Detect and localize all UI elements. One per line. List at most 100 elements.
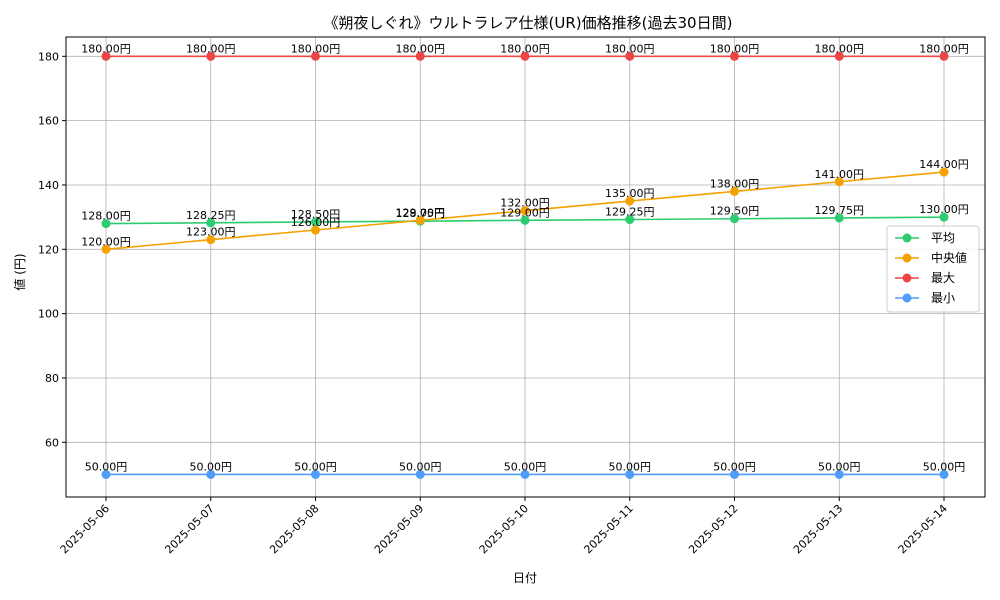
data-label: 129.75円 — [815, 204, 865, 217]
data-label: 129.00円 — [396, 206, 446, 219]
x-tick-label: 2025-05-11 — [581, 502, 635, 556]
x-tick-label: 2025-05-06 — [58, 502, 112, 556]
data-label: 144.00円 — [919, 158, 969, 171]
y-tick-label: 140 — [38, 179, 59, 192]
x-tick-label: 2025-05-09 — [372, 502, 426, 556]
data-label: 128.25円 — [186, 209, 236, 222]
data-label: 130.00円 — [919, 203, 969, 216]
data-point — [311, 469, 320, 479]
x-axis: 2025-05-06 2025-05-07 2025-05-08 2025-05-09… — [58, 497, 950, 556]
x-tick-label: 2025-05-12 — [686, 502, 740, 556]
data-label: 50.00円 — [713, 460, 756, 473]
data-label: 180.00円 — [605, 42, 655, 55]
y-tick-label: 180 — [38, 50, 59, 63]
data-label: 180.00円 — [81, 42, 131, 55]
data-point — [939, 469, 949, 479]
x-tick-label: 2025-05-07 — [162, 502, 216, 556]
data-label: 120.00円 — [81, 235, 131, 248]
data-point — [415, 51, 425, 61]
data-label: 135.00円 — [605, 187, 655, 200]
x-tick-label: 2025-05-08 — [267, 502, 321, 556]
data-point — [834, 51, 844, 61]
grid — [66, 37, 985, 497]
y-axis-label: 値 (円) — [12, 253, 27, 290]
data-point — [520, 51, 530, 61]
data-point — [730, 51, 739, 61]
legend-marker — [902, 273, 912, 283]
data-point — [311, 225, 320, 235]
legend-label: 最大 — [931, 271, 955, 285]
data-label: 180.00円 — [919, 42, 969, 55]
data-point — [730, 186, 739, 196]
data-label: 129.25円 — [605, 206, 655, 219]
data-label: 123.00円 — [186, 226, 236, 239]
data-point — [311, 217, 320, 227]
data-label: 50.00円 — [190, 460, 233, 473]
data-point — [206, 469, 216, 479]
data-point — [730, 469, 739, 479]
data-point — [625, 51, 635, 61]
legend-marker — [902, 293, 912, 303]
data-point — [520, 215, 530, 225]
legend-label: 中央値 — [931, 250, 967, 265]
data-point — [101, 51, 111, 61]
data-label: 132.00円 — [500, 197, 550, 210]
x-tick-label: 2025-05-13 — [791, 502, 845, 556]
data-label: 129.50円 — [710, 205, 760, 218]
data-point — [625, 196, 635, 206]
data-label: 128.00円 — [81, 210, 131, 223]
series-layer — [101, 51, 949, 479]
y-axis: 60 80 100 120 140 160 180 — [38, 50, 66, 449]
data-point — [939, 51, 949, 61]
data-label: 50.00円 — [923, 460, 966, 473]
data-label: 138.00円 — [710, 177, 760, 190]
legend-box — [886, 225, 980, 313]
legend-marker — [902, 233, 912, 243]
data-point — [834, 213, 844, 223]
data-label: 180.00円 — [815, 42, 865, 55]
data-point — [101, 244, 111, 254]
data-point — [939, 167, 949, 177]
data-point — [520, 206, 530, 216]
data-labels: 128.00円 128.25円 128.50円 128.75円 129.00円 129.2… — [81, 42, 969, 473]
data-point — [415, 469, 425, 479]
data-label: 180.00円 — [291, 42, 341, 55]
y-tick-label: 120 — [38, 243, 59, 256]
data-point — [625, 469, 635, 479]
data-label: 50.00円 — [818, 460, 861, 473]
data-point — [415, 215, 425, 225]
data-label: 180.00円 — [396, 42, 446, 55]
data-point — [520, 469, 530, 479]
data-label: 129.00円 — [500, 206, 550, 219]
data-point — [206, 51, 216, 61]
y-tick-label: 160 — [38, 115, 59, 128]
data-point — [206, 218, 216, 228]
data-label: 180.00円 — [186, 42, 236, 55]
legend-label: 平均 — [931, 231, 955, 245]
legend-label: 最小 — [931, 291, 955, 305]
data-label: 128.50円 — [291, 208, 341, 221]
data-label: 141.00円 — [815, 168, 865, 181]
y-tick-label: 80 — [45, 372, 59, 385]
data-label: 180.00円 — [710, 42, 760, 55]
data-label: 180.00円 — [500, 42, 550, 55]
data-point — [101, 469, 111, 479]
x-tick-label: 2025-05-10 — [477, 502, 531, 556]
plot-frame — [65, 36, 986, 498]
data-point — [101, 219, 111, 229]
y-tick-label: 100 — [38, 308, 59, 321]
data-point — [206, 235, 216, 245]
data-label: 50.00円 — [85, 460, 128, 473]
data-point — [834, 469, 844, 479]
y-tick-label: 60 — [45, 436, 59, 449]
data-point — [625, 215, 635, 225]
x-tick-label: 2025-05-14 — [896, 502, 950, 556]
data-label: 50.00円 — [399, 460, 442, 473]
chart-title: 《朔夜しぐれ》ウルトラレア仕様(UR)価格推移(過去30日間) — [324, 14, 733, 32]
data-point — [834, 177, 844, 187]
data-label: 126.00円 — [291, 216, 341, 229]
x-axis-label: 日付 — [513, 571, 537, 585]
legend-marker — [902, 253, 912, 263]
